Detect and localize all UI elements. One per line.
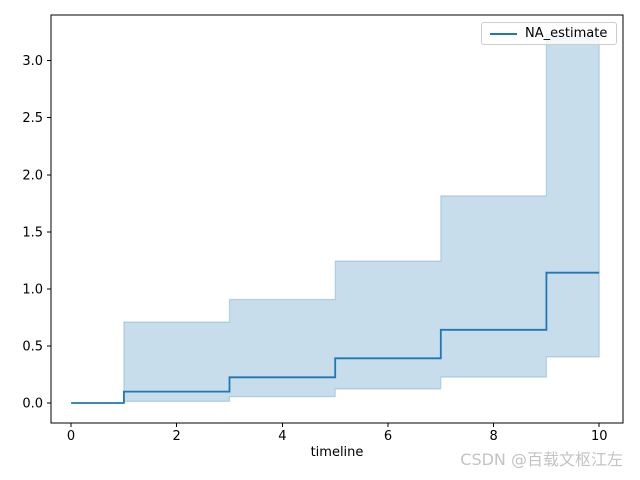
y-tick-label: 1.5 bbox=[22, 225, 43, 240]
y-tick-label: 1.0 bbox=[22, 282, 43, 297]
legend-label: NA_estimate bbox=[525, 26, 608, 41]
y-tick-label: 0.5 bbox=[22, 339, 43, 354]
x-tick-label: 8 bbox=[489, 429, 497, 444]
watermark: CSDN @百载文枢江左 bbox=[460, 450, 623, 469]
x-tick-label: 4 bbox=[278, 429, 286, 444]
confidence-band bbox=[123, 33, 600, 402]
y-tick-label: 2.0 bbox=[22, 168, 43, 183]
legend-line-swatch bbox=[490, 32, 517, 35]
x-tick-label: 0 bbox=[67, 429, 75, 444]
legend: NA_estimate bbox=[481, 22, 618, 45]
y-tick-label: 3.0 bbox=[22, 54, 43, 69]
axes-frame bbox=[50, 14, 624, 424]
x-axis-label: timeline bbox=[310, 445, 364, 460]
y-tick-label: 2.5 bbox=[22, 111, 43, 126]
x-tick-label: 2 bbox=[173, 429, 181, 444]
x-tick-label: 6 bbox=[384, 429, 392, 444]
x-tick-label: 10 bbox=[591, 429, 608, 444]
na-estimate-line bbox=[71, 271, 600, 404]
y-tick-label: 0.0 bbox=[22, 397, 43, 412]
